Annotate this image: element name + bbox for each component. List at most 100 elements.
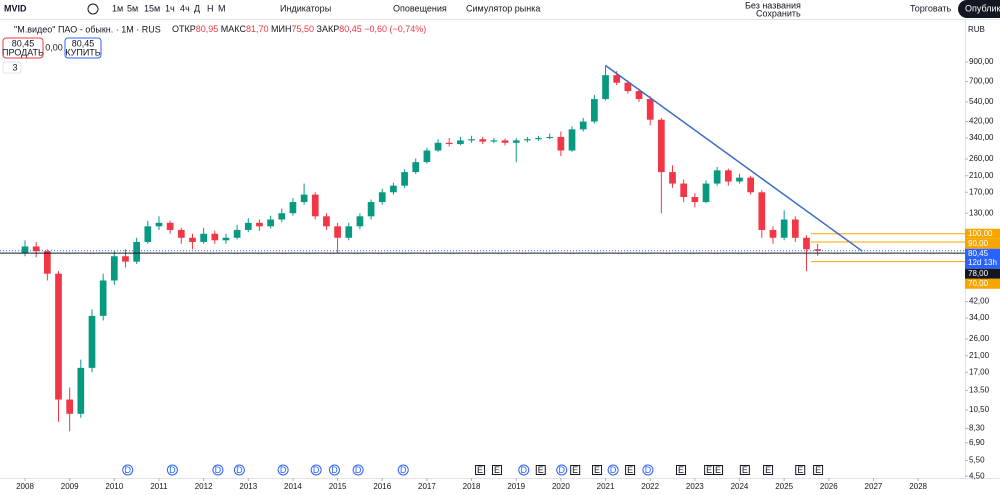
legend-title: "М.видео" ПАО - обыкн. · 1M · RUS <box>14 24 161 34</box>
price-tag <box>965 238 1000 249</box>
event-marker <box>739 465 750 475</box>
label: ЗАКР <box>317 24 340 34</box>
alerts-button[interactable]: Оповещения <box>393 3 447 13</box>
layout-name[interactable]: Без названия <box>745 0 801 10</box>
candle-body <box>244 222 252 230</box>
y-tick-label: 34,00 <box>969 313 990 322</box>
label: МАКС <box>221 24 247 34</box>
y-tick-label: 260,00 <box>969 154 994 163</box>
event-label: E <box>765 465 771 475</box>
sell-price[interactable]: 80,45 <box>12 38 35 48</box>
event-label: E <box>715 465 721 475</box>
candle-body <box>646 99 654 120</box>
event-label: E <box>797 465 803 475</box>
x-tick-label: 2016 <box>373 482 391 491</box>
price-tag <box>965 228 1000 239</box>
sell-label[interactable]: ПРОДАТЬ <box>2 47 44 57</box>
x-tick-label: 2017 <box>418 482 436 491</box>
event-label: E <box>594 465 600 475</box>
indicators-button[interactable]: Индикаторы <box>280 3 331 13</box>
buy-button[interactable] <box>64 37 102 59</box>
y-tick-label: 10,50 <box>969 405 990 414</box>
candle-body <box>21 246 29 254</box>
event-label: D <box>610 465 617 475</box>
event-marker <box>592 465 603 475</box>
candle-body <box>278 213 286 220</box>
x-tick-label: 2022 <box>641 482 659 491</box>
y-tick-label: 4,50 <box>969 471 985 480</box>
x-tick-label: 2014 <box>284 482 302 491</box>
event-marker <box>535 465 546 475</box>
event-label: E <box>706 465 712 475</box>
price-tag <box>965 268 1000 279</box>
event-label: E <box>538 465 544 475</box>
buy-label[interactable]: КУПИТЬ <box>65 47 100 57</box>
indicators-count[interactable]: 3 <box>12 62 17 72</box>
candle-body <box>736 177 743 182</box>
y-tick-label: 420,00 <box>969 117 994 126</box>
interval-button[interactable]: 1м <box>112 3 123 13</box>
event-label: D <box>645 465 652 475</box>
candle-body <box>77 367 85 414</box>
legend-ohlc: ОТКР80,95 МАКС81,70 МИН75,50 ЗАКР80,45 −… <box>172 24 426 34</box>
candle-body <box>524 139 531 141</box>
symbol[interactable]: MVID <box>4 3 27 13</box>
candle-body <box>133 241 140 262</box>
event-label: D <box>215 465 222 475</box>
interval-button[interactable]: 1ч <box>165 3 175 13</box>
buy-price[interactable]: 80,45 <box>72 38 95 48</box>
change: −0,60 (−0,74%) <box>364 24 426 34</box>
event-marker <box>352 464 364 476</box>
y-tick-label: 13,50 <box>969 385 990 394</box>
x-tick-label: 2027 <box>865 482 883 491</box>
interval-button[interactable]: Д <box>194 3 200 13</box>
candle-body <box>635 91 643 100</box>
y-tick-label: 210,00 <box>969 171 994 180</box>
candle-body <box>233 229 241 238</box>
candle-body <box>791 219 799 238</box>
event-marker <box>795 465 806 475</box>
add-symbol-icon[interactable] <box>87 3 99 15</box>
candle-body <box>345 226 353 238</box>
x-tick-label: 2011 <box>150 482 168 491</box>
price-tag-label: 80,45 <box>968 249 989 258</box>
replay-button[interactable]: Симулятор рынка <box>466 3 540 13</box>
x-tick-label: 2021 <box>597 482 615 491</box>
candle-body <box>602 75 609 100</box>
candle-body <box>557 136 565 151</box>
candle-body <box>814 249 821 251</box>
event-marker <box>713 465 724 475</box>
candle-body <box>702 183 710 203</box>
interval-button[interactable]: 5м <box>127 3 138 13</box>
event-label: D <box>331 465 338 475</box>
publish-button-bg[interactable] <box>958 0 1000 18</box>
candle-body <box>367 202 375 217</box>
candle-body <box>43 251 51 274</box>
y-tick-label: 340,00 <box>969 133 994 142</box>
x-tick-label: 2013 <box>239 482 257 491</box>
interval-button[interactable]: 4ч <box>180 3 190 13</box>
publish-button[interactable]: Опубликовать <box>965 3 1000 13</box>
event-marker <box>212 464 224 476</box>
indicators-toggle[interactable] <box>2 61 22 74</box>
trendline <box>605 64 863 252</box>
candle-body <box>356 216 364 227</box>
currency: RUB <box>968 25 985 34</box>
candle-body <box>713 170 721 184</box>
event-marker <box>763 465 774 475</box>
candle-body <box>390 185 397 193</box>
sell-button[interactable] <box>2 37 44 59</box>
y-tick-label: 540,00 <box>969 97 994 106</box>
interval-button[interactable]: Н <box>207 3 214 13</box>
candle-body <box>579 121 587 130</box>
interval-button[interactable]: М <box>218 3 226 13</box>
candle-body <box>535 138 542 140</box>
candle-body <box>289 202 297 214</box>
interval-button[interactable]: 15м <box>144 3 160 13</box>
candle-body <box>66 399 74 414</box>
candle-body <box>479 139 487 142</box>
candle-body <box>624 82 632 92</box>
value: 80,95 <box>196 24 219 34</box>
candle-body <box>691 197 699 203</box>
trade-button[interactable]: Торговать <box>910 3 952 13</box>
